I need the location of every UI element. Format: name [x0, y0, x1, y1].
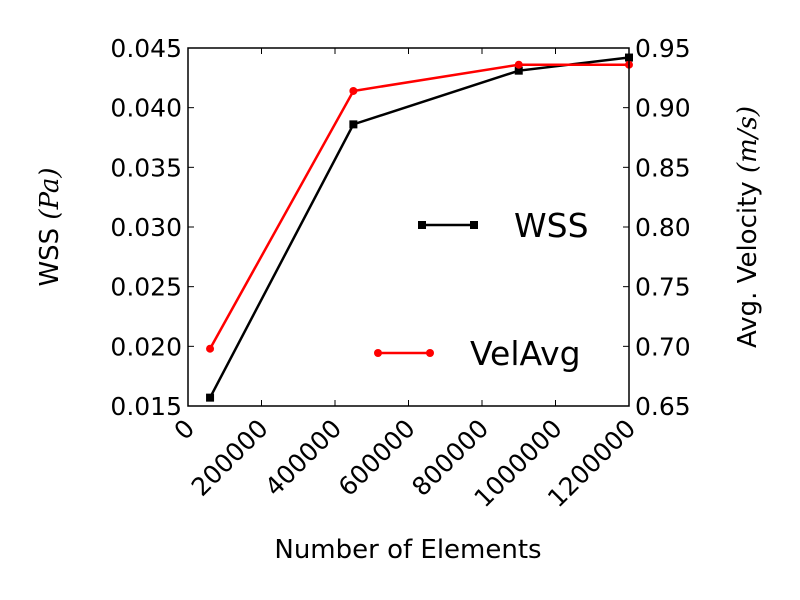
data-point-velavg: [349, 86, 358, 95]
data-point-wss: [349, 120, 358, 129]
data-point-velavg: [206, 344, 215, 353]
legend-wss-marker-left: [418, 221, 426, 229]
y-left-tick-label: 0.035: [110, 153, 182, 182]
legend-wss-label: WSS: [514, 206, 589, 245]
legend-velavg-marker-right: [426, 349, 434, 357]
y-right-axis-title: Avg. Velocity (m/s): [733, 106, 763, 348]
y-left-axis-title: WSS (Pa): [35, 167, 65, 286]
y-right-tick-label: 0.70: [635, 332, 691, 361]
y-left-axis-title-unit: (Pa): [35, 167, 65, 219]
y-right-axis-title-text: Avg. Velocity: [733, 173, 763, 348]
y-right-tick-label: 0.80: [635, 213, 691, 242]
y-left-tick-label: 0.025: [110, 273, 182, 302]
data-point-wss: [514, 66, 523, 75]
y-right-tick-label: 0.90: [635, 94, 691, 123]
y-right-tick-label: 0.75: [635, 273, 691, 302]
y-left-tick-label: 0.030: [110, 213, 182, 242]
legend-entry-wss: WSS: [418, 206, 589, 245]
series-line-velavg: [208, 63, 629, 350]
x-tick-label: 600000: [333, 414, 421, 502]
legend-wss-marker-right: [470, 221, 478, 229]
y-left-tick-label: 0.020: [110, 332, 182, 361]
legend-velavg-label: VelAvg: [470, 334, 581, 373]
x-tick-label: 200000: [186, 414, 274, 502]
data-point-wss: [206, 393, 215, 402]
y-right-tick-label: 0.85: [635, 153, 691, 182]
data-point-velavg: [514, 60, 523, 69]
legend: WSS VelAvg: [374, 206, 589, 373]
y-right-tick-label: 0.95: [635, 34, 691, 63]
y-left-tick-label: 0.040: [110, 94, 182, 123]
y-right-axis-title-unit: (m/s): [733, 106, 763, 173]
tick-layer: 0200000400000600000800000100000012000000…: [110, 34, 690, 513]
x-axis-title: Number of Elements: [274, 535, 541, 565]
legend-velavg-marker-left: [374, 349, 382, 357]
y-left-axis-title-text: WSS: [35, 220, 65, 287]
y-left-tick-label: 0.015: [110, 392, 182, 421]
x-tick-label: 400000: [259, 414, 347, 502]
legend-entry-velavg: VelAvg: [374, 334, 581, 373]
y-right-tick-label: 0.65: [635, 392, 691, 421]
y-left-tick-label: 0.045: [110, 34, 182, 63]
